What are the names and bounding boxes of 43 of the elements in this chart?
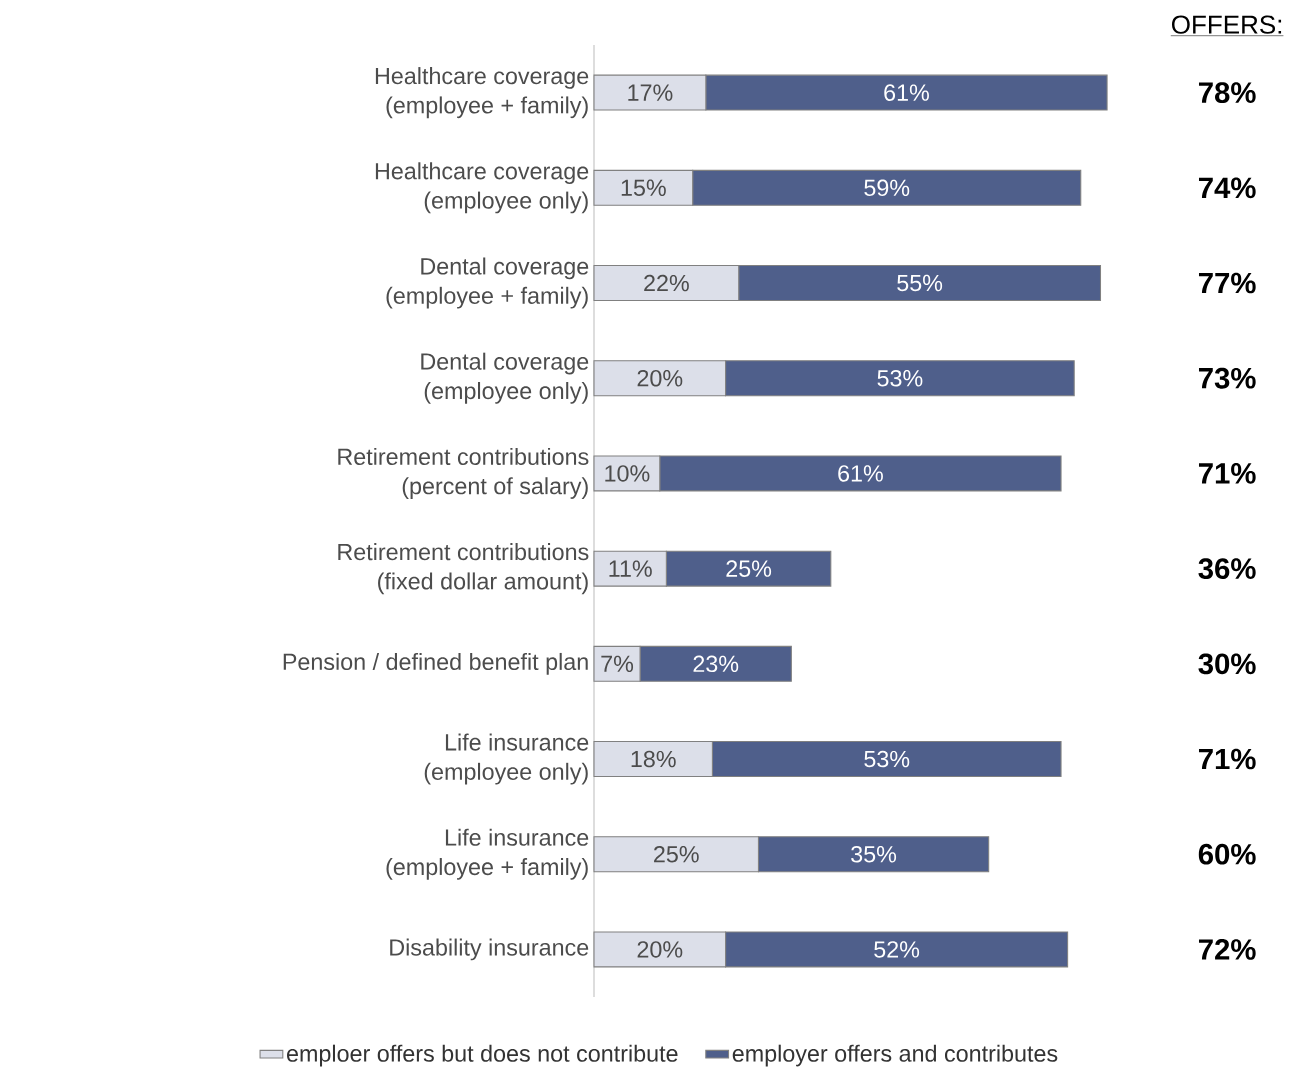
text: 74% — [1198, 177, 1256, 199]
text: 60% — [1198, 843, 1256, 865]
y-tick-label: Dental coverage (employee + family) — [386, 257, 589, 309]
data-label: 18% — [631, 750, 676, 768]
data-label: 23% — [693, 655, 739, 673]
data-label: 11% — [609, 560, 652, 577]
text: 72% — [1198, 939, 1256, 960]
data-label: 20% — [637, 369, 683, 387]
data-label: 25% — [726, 560, 772, 577]
data-label: 22% — [644, 274, 689, 292]
text: OFFERS: — [1171, 15, 1282, 34]
y-tick-label: Healthcare coverage (employee + family) — [375, 67, 589, 119]
y-tick-label: Retirement contributions (percent of salary) — [338, 447, 589, 499]
y-tick-label: Disability insurance — [390, 938, 589, 961]
y-tick-label: Life insurance (employee + family) — [386, 828, 589, 880]
legend-label: employer offers and contributes — [732, 1044, 1058, 1067]
text: 73% — [1198, 367, 1256, 389]
data-label: 53% — [877, 369, 923, 387]
text: 71% — [1198, 463, 1256, 484]
y-tick-label: Dental coverage (employee only) — [421, 352, 589, 404]
y-tick-label: Pension / defined benefit plan — [283, 652, 588, 675]
text: 77% — [1198, 272, 1256, 294]
data-label: 61% — [838, 465, 883, 482]
data-label: 52% — [874, 941, 920, 958]
y-tick-label: Life insurance (employee only) — [424, 733, 589, 785]
data-label: 61% — [884, 84, 929, 101]
data-label: 35% — [851, 845, 897, 863]
text: 78% — [1198, 82, 1256, 104]
text: 71% — [1198, 748, 1256, 770]
data-label: 59% — [864, 179, 910, 197]
data-label: 17% — [628, 84, 673, 101]
data-label: 25% — [654, 845, 699, 863]
data-label: 7% — [601, 655, 634, 672]
legend-label: emploer offers but does not contribute — [287, 1044, 678, 1067]
text: 30% — [1198, 653, 1256, 675]
text: 36% — [1198, 558, 1256, 580]
y-tick-label: Healthcare coverage (employee only) — [375, 162, 589, 214]
y-tick-label: Retirement contributions (fixed dollar amount) — [338, 543, 589, 595]
data-label: 15% — [621, 179, 666, 197]
data-label: 10% — [605, 465, 650, 482]
data-label: 20% — [637, 941, 683, 958]
data-label: 55% — [897, 274, 943, 292]
data-label: 53% — [864, 750, 910, 768]
